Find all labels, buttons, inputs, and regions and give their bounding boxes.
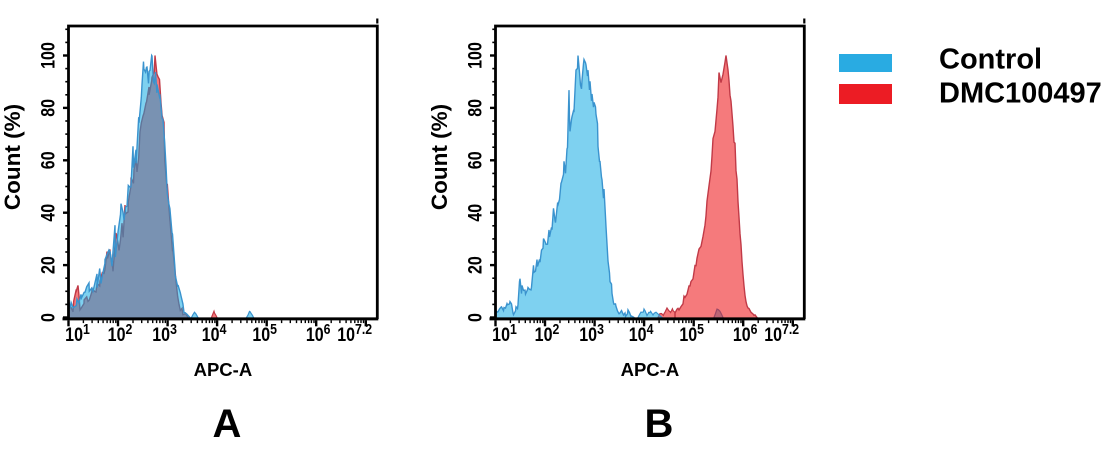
svg-text:Control: Control	[939, 44, 1042, 76]
svg-text:APC-A: APC-A	[194, 359, 253, 380]
svg-text:20: 20	[37, 256, 59, 274]
svg-text:0: 0	[37, 313, 59, 322]
svg-text:A: A	[212, 402, 241, 446]
svg-text:100: 100	[464, 42, 486, 69]
svg-text:0: 0	[464, 313, 486, 322]
svg-text:40: 40	[464, 204, 486, 222]
svg-text:80: 80	[464, 99, 486, 117]
svg-text:APC-A: APC-A	[621, 359, 680, 380]
svg-text:60: 60	[464, 151, 486, 169]
svg-text:Count (%): Count (%)	[427, 104, 452, 210]
svg-text:100: 100	[37, 42, 59, 69]
svg-text:103: 103	[152, 321, 177, 345]
svg-text:60: 60	[37, 151, 59, 169]
svg-text:40: 40	[37, 204, 59, 222]
svg-text:107.2: 107.2	[764, 321, 799, 345]
svg-text:20: 20	[464, 256, 486, 274]
svg-text:B: B	[644, 402, 673, 446]
svg-text:80: 80	[37, 99, 59, 117]
svg-text:Count (%): Count (%)	[0, 104, 25, 210]
svg-text:DMC100497: DMC100497	[939, 78, 1102, 110]
